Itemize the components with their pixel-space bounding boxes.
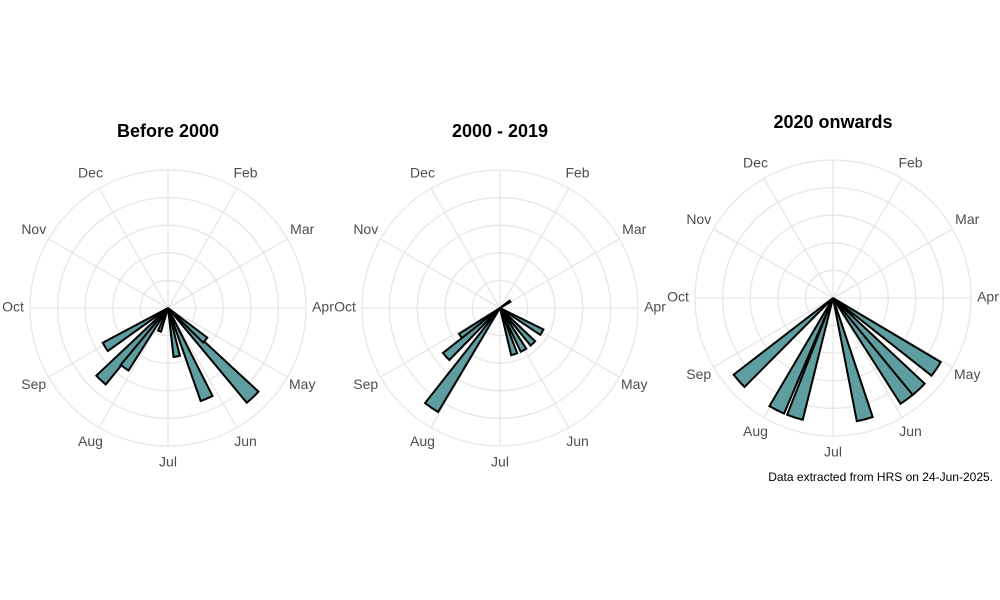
grid-spoke — [832, 178, 903, 299]
bar — [156, 307, 169, 333]
x-tick-label: Aug — [743, 423, 768, 439]
x-tick-label: Nov — [686, 211, 711, 227]
polar-panel: Feb Mar Apr May Jun Jul Aug Sep Oct Nov Dec 2020 on… — [667, 112, 999, 460]
bar — [167, 307, 182, 359]
x-tick-label: Dec — [410, 164, 435, 180]
bar — [167, 307, 214, 403]
chart-title: 2020 onwards — [773, 112, 892, 132]
x-tick-label: Feb — [565, 164, 589, 180]
grid-spoke — [167, 188, 238, 309]
x-tick-label: Apr — [312, 299, 334, 315]
x-tick-label: Sep — [21, 376, 46, 392]
grid-spoke — [167, 238, 288, 309]
bar — [499, 307, 528, 354]
x-tick-label: Sep — [353, 376, 378, 392]
grid-spoke — [713, 228, 834, 299]
x-tick-label: May — [289, 376, 315, 392]
grid-spoke — [167, 307, 238, 428]
x-tick-label: Apr — [644, 299, 666, 315]
x-tick-label: Jul — [491, 454, 509, 470]
bar — [167, 307, 209, 344]
grid-spoke — [380, 238, 501, 309]
bar — [785, 297, 834, 421]
x-tick-label: Aug — [410, 433, 435, 449]
polar-panel: Feb Mar Apr May Jun Jul Aug Sep Oct Nov Dec Before … — [2, 121, 334, 470]
bar — [167, 307, 260, 405]
grid-spoke — [98, 188, 169, 309]
grid-spoke — [167, 307, 288, 378]
x-tick-label: Nov — [353, 221, 378, 237]
grid-spoke — [832, 297, 903, 418]
grid-spoke — [430, 188, 501, 309]
x-tick-label: Nov — [21, 221, 46, 237]
x-tick-label: Aug — [78, 433, 103, 449]
grid-spoke — [48, 238, 169, 309]
x-tick-label: May — [621, 376, 647, 392]
x-tick-label: Sep — [686, 366, 711, 382]
x-tick-label: Oct — [667, 289, 689, 305]
x-tick-label: Jun — [899, 423, 922, 439]
bar — [94, 307, 169, 386]
grid-spoke — [499, 238, 620, 309]
x-tick-label: May — [954, 366, 980, 382]
bar — [423, 307, 501, 414]
grid-spoke — [763, 178, 834, 299]
x-tick-label: Mar — [622, 221, 646, 237]
polar-panel: Feb Mar Apr May Jun Jul Aug Sep Oct Nov Dec 2000 - … — [334, 121, 666, 470]
x-tick-label: Oct — [334, 299, 356, 315]
bar — [832, 297, 927, 397]
chart-title: 2000 - 2019 — [452, 121, 548, 141]
x-tick-label: Jul — [824, 444, 842, 460]
x-tick-label: Mar — [290, 221, 314, 237]
x-tick-label: Jun — [234, 433, 257, 449]
bar — [732, 297, 834, 389]
x-tick-label: Apr — [977, 289, 999, 305]
caption: Data extracted from HRS on 24-Jun-2025. — [768, 470, 993, 484]
x-tick-label: Jun — [566, 433, 589, 449]
chart-title: Before 2000 — [117, 121, 219, 141]
grid-spoke — [499, 188, 570, 309]
bar — [499, 307, 519, 357]
grid-spoke — [832, 228, 953, 299]
bar — [768, 297, 834, 415]
x-tick-label: Feb — [233, 164, 257, 180]
x-tick-label: Jul — [159, 454, 177, 470]
x-tick-label: Dec — [78, 164, 103, 180]
x-tick-label: Feb — [898, 154, 922, 170]
bar — [499, 299, 512, 309]
bar — [832, 297, 874, 423]
grid-spoke — [713, 297, 834, 368]
x-tick-label: Oct — [2, 299, 24, 315]
x-tick-label: Mar — [955, 211, 979, 227]
x-tick-label: Dec — [743, 154, 768, 170]
bar — [101, 307, 169, 353]
bar — [499, 307, 545, 337]
bar — [499, 307, 537, 347]
bar — [832, 297, 943, 378]
bar — [119, 307, 169, 372]
bar — [441, 307, 501, 362]
